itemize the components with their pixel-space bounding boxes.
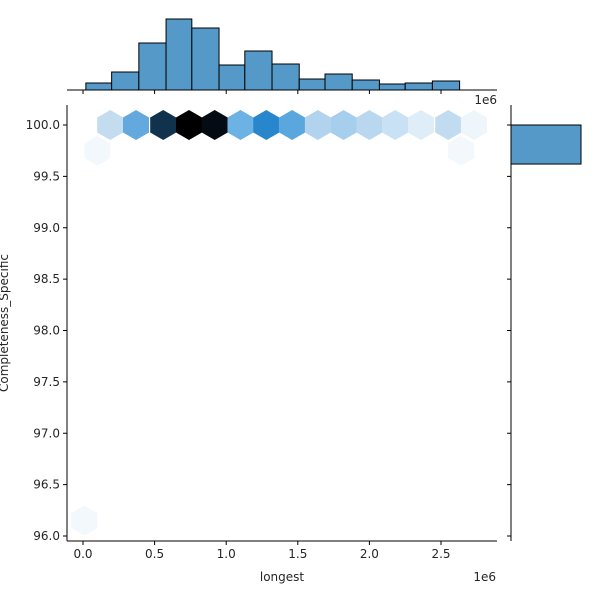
x-axis-label: longest [260, 570, 305, 584]
y-tick-label: 100.0 [26, 118, 60, 132]
x-tick-label: 0.5 [145, 547, 164, 561]
x-offset-label: 1e6 [473, 570, 496, 584]
histogram-bar [191, 27, 220, 91]
y-tick-label: 97.5 [33, 375, 60, 389]
histogram-bar [244, 50, 273, 91]
histogram-bar [351, 79, 380, 91]
y-tick-label: 96.5 [33, 478, 60, 492]
top-marginal-histogram [85, 18, 461, 91]
hexbin-cell [448, 135, 474, 166]
hexbin-cell [84, 135, 111, 166]
y-tick-label: 99.0 [33, 221, 60, 235]
histogram-bar [298, 78, 326, 91]
hexbin-cells [71, 110, 487, 536]
hexbin-cell [253, 110, 280, 140]
x-axis-ticks: 0.0 0.5 1.0 1.5 2.0 2.5 [73, 541, 451, 561]
x-tick-label: 2.0 [360, 547, 379, 561]
histogram-bar [138, 42, 167, 91]
x-tick-label: 1.0 [217, 547, 236, 561]
hexbin-cell [123, 110, 149, 140]
top-hist-ticks [82, 90, 442, 94]
y-tick-label: 98.0 [33, 324, 60, 338]
x-tick-label: 2.5 [431, 547, 450, 561]
y-axis-ticks: 96.0 96.5 97.0 97.5 98.0 98.5 99.0 99.5 100.0 [26, 118, 67, 543]
hexbin-cell [304, 110, 331, 140]
top-offset-label: 1e6 [474, 93, 497, 107]
histogram-bar [165, 18, 193, 91]
right-hist-ticks [507, 124, 511, 537]
histogram-bar [378, 83, 406, 91]
hexbin-cell [201, 110, 228, 140]
hexbin-cell [460, 110, 487, 140]
hexbin-cell [150, 110, 177, 140]
x-tick-label: 1.5 [288, 547, 307, 561]
x-tick-label: 0.0 [73, 547, 92, 561]
hexbin-cell [382, 110, 409, 140]
hexbin-cell [435, 110, 462, 140]
hexbin-cell [71, 505, 98, 536]
histogram-bar [271, 63, 300, 91]
y-tick-label: 98.5 [33, 272, 60, 286]
histogram-bar [431, 80, 461, 91]
hexbin-cell [408, 110, 434, 140]
y-axis-label: Completeness_Specific [0, 254, 11, 392]
right-marginal-histogram [510, 124, 582, 165]
histogram-bar [85, 82, 113, 91]
histogram-bar [404, 82, 433, 91]
histogram-bar [510, 124, 582, 165]
histogram-bar [324, 73, 353, 91]
hexbin-cell [356, 110, 383, 140]
hexbin-cell [97, 110, 124, 140]
y-tick-label: 96.0 [33, 529, 60, 543]
hexbin-cell [330, 110, 357, 140]
y-tick-label: 99.5 [33, 169, 60, 183]
y-tick-label: 97.0 [33, 426, 60, 440]
histogram-bar [218, 64, 246, 91]
hexbin-cell [176, 110, 202, 140]
hexbin-cell [279, 110, 306, 140]
hexbin-cell [227, 110, 254, 140]
histogram-bar [111, 71, 140, 91]
